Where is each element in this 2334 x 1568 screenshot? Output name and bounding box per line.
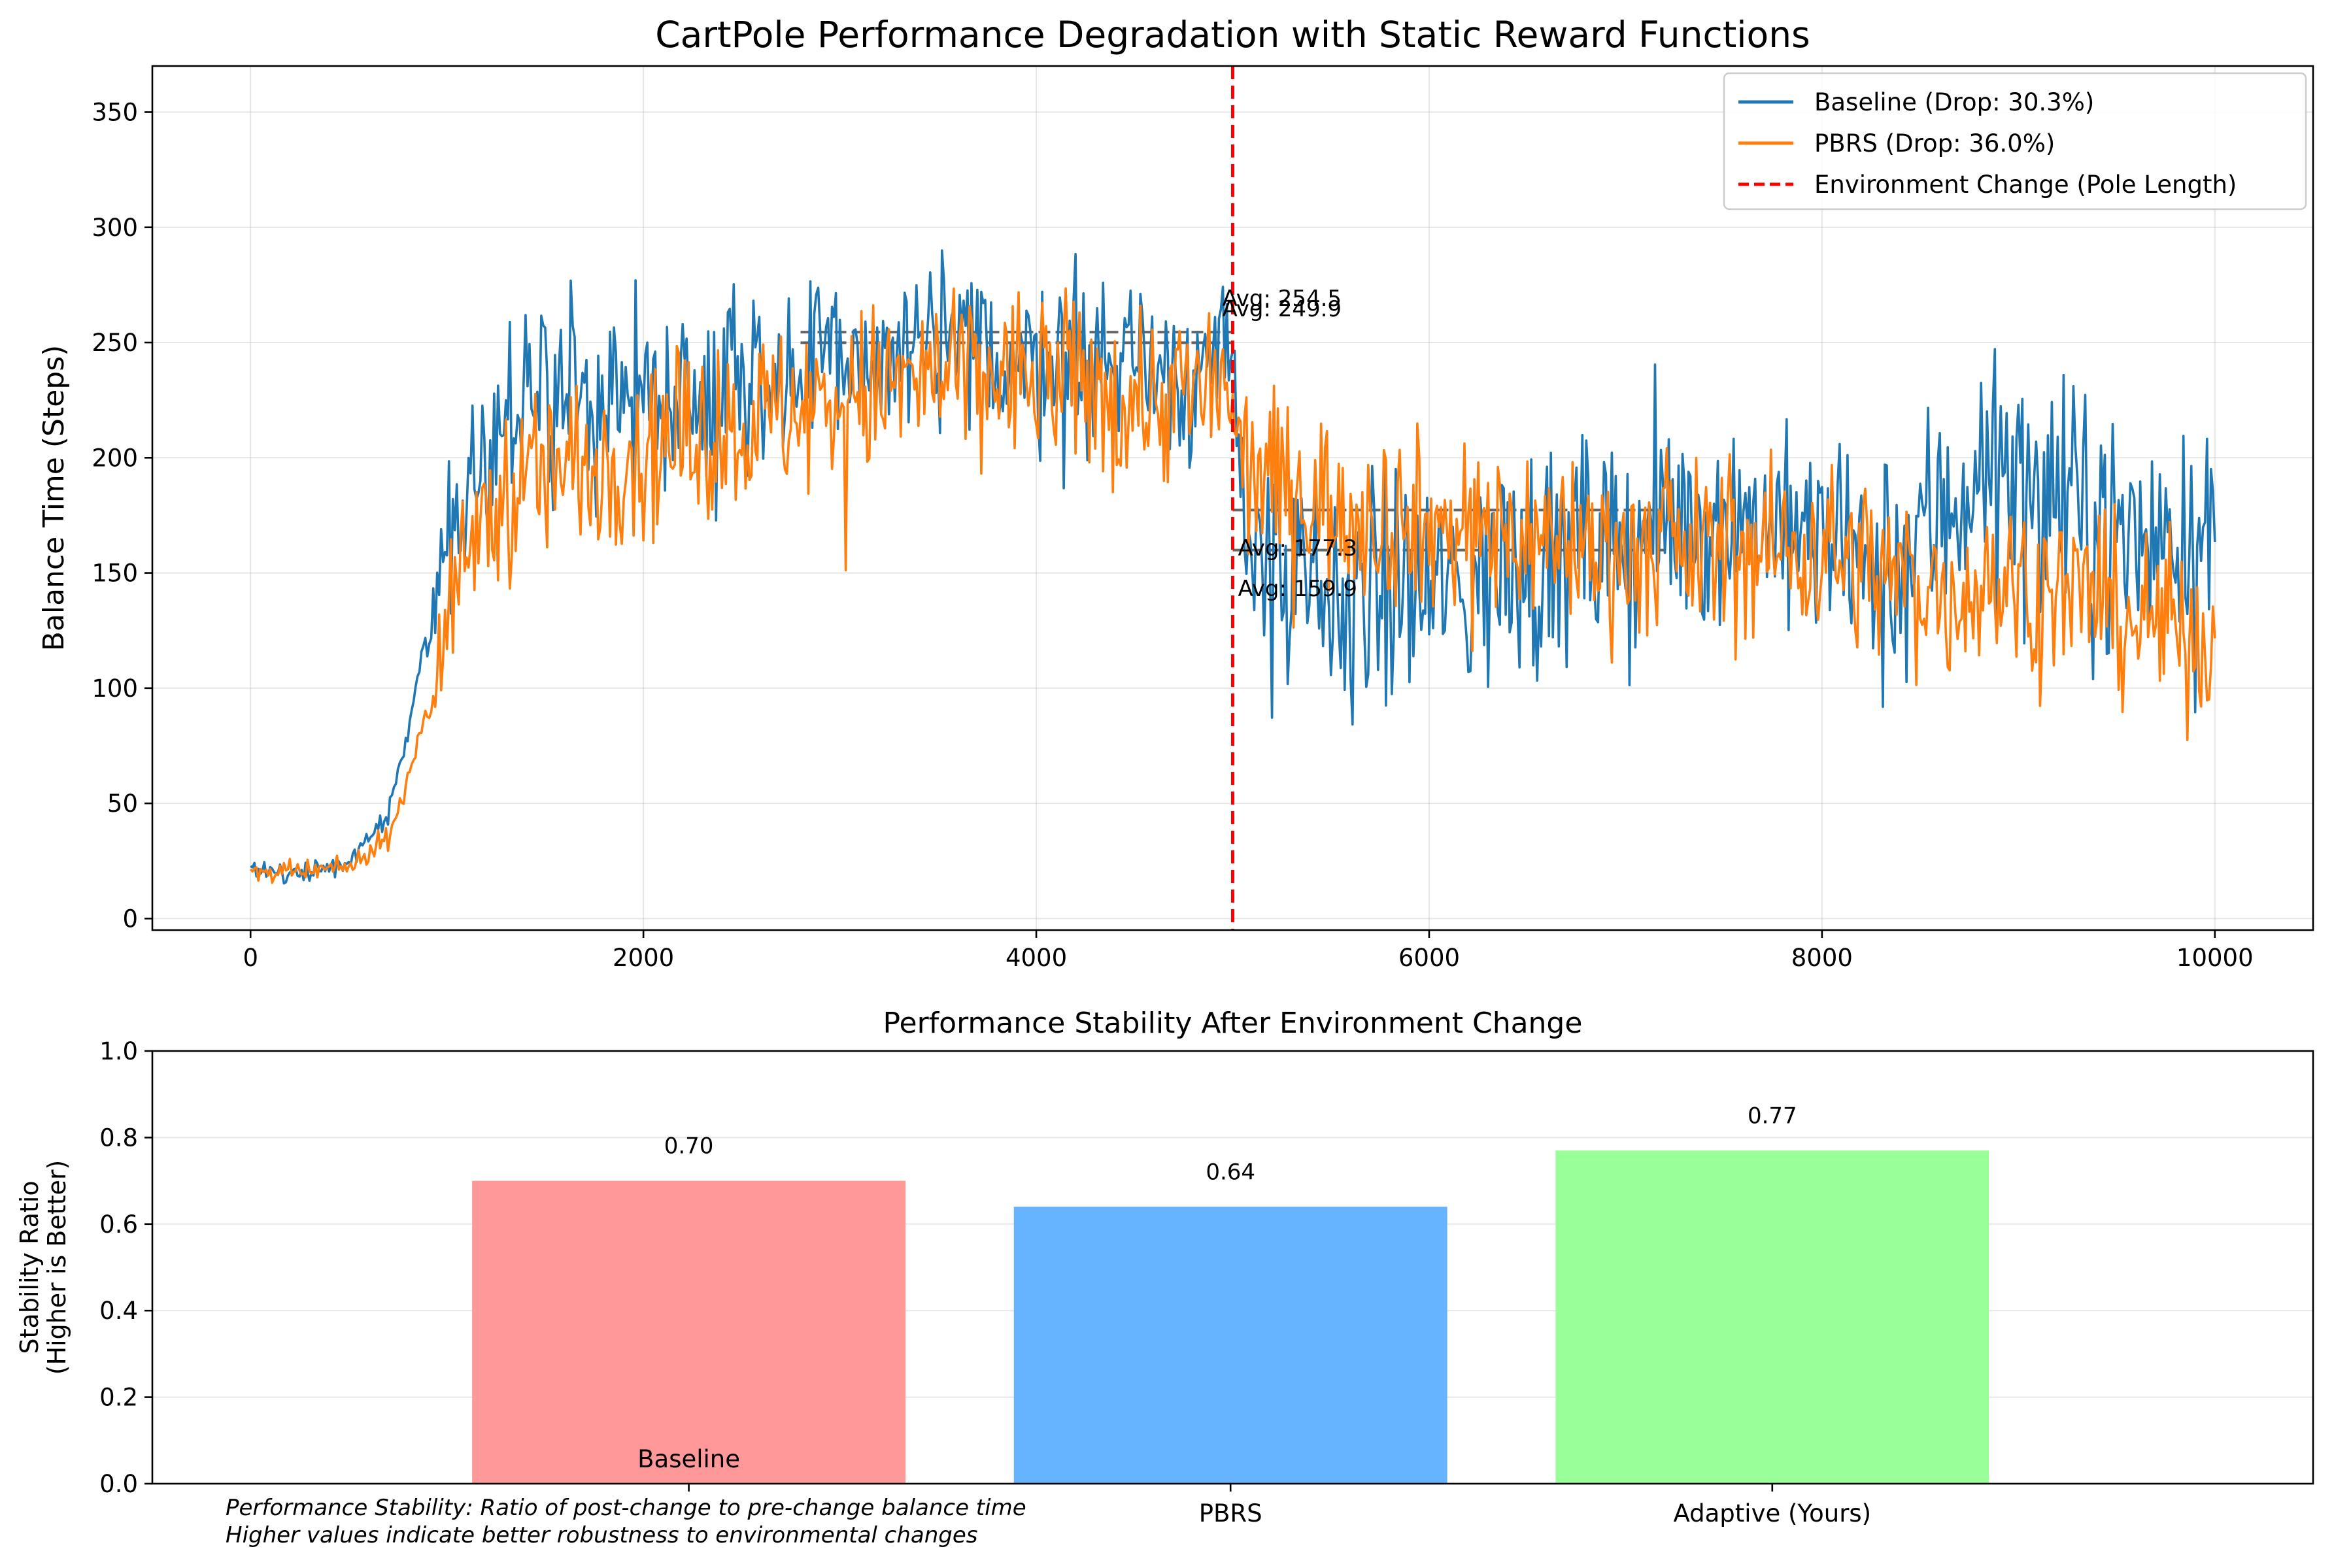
average-annotation: Avg: 254.5	[1223, 286, 1342, 312]
top-line-chart-panel: CartPole Performance Degradation with St…	[37, 14, 2314, 972]
bar-value-label: 0.77	[1748, 1103, 1797, 1129]
top-series-lines	[249, 66, 2216, 930]
top-chart-title: CartPole Performance Degradation with St…	[655, 14, 1810, 56]
bottom-x-tick-label: Adaptive (Yours)	[1673, 1499, 1871, 1527]
legend-box	[1723, 72, 2307, 210]
figure-caption: Performance Stability: Ratio of post-cha…	[226, 1495, 1026, 1548]
average-annotation: Avg: 159.9	[1238, 576, 1358, 602]
top-plot-frame	[151, 65, 2314, 931]
top-x-tick-label: 10000	[2176, 944, 2254, 972]
bottom-plot-frame	[151, 1050, 2314, 1485]
top-y-tick-label: 300	[92, 214, 138, 242]
top-y-tick-label: 250	[92, 329, 138, 357]
bottom-y-tick-label: 0.8	[99, 1124, 138, 1152]
top-x-tick-label: 8000	[1791, 944, 1853, 972]
top-y-tick-label: 350	[92, 99, 138, 127]
top-y-tick-label: 150	[92, 559, 138, 588]
top-y-tick-label: 200	[92, 444, 138, 472]
average-annotation: Avg: 177.3	[1238, 535, 1358, 561]
top-y-tick-label: 100	[92, 675, 138, 703]
legend: Baseline (Drop: 30.3%) PBRS (Drop: 36.0%)…	[1723, 72, 2307, 210]
bottom-y-tick-label: 0.0	[99, 1470, 138, 1498]
bottom-y-tick-label: 0.6	[99, 1210, 138, 1239]
bottom-y-axis-label-line: Stability Ratio	[15, 1180, 44, 1354]
legend-label: Baseline (Drop: 30.3%)	[1814, 88, 2094, 116]
bottom-y-tick-label: 0.2	[99, 1384, 138, 1412]
pbrs-series-line	[249, 287, 2216, 884]
top-x-tick-label: 4000	[1006, 944, 1067, 972]
bottom-y-axis-label-line: (Higher is Better)	[42, 1160, 71, 1375]
legend-label: PBRS (Drop: 36.0%)	[1814, 129, 2055, 158]
top-x-tick-label: 6000	[1398, 944, 1460, 972]
caption-line-1: Performance Stability: Ratio of post-cha…	[226, 1495, 1026, 1521]
stability-bar	[1013, 1207, 1447, 1484]
bar-value-label: 0.64	[1206, 1159, 1255, 1185]
stability-bar	[472, 1180, 906, 1484]
top-x-axis-ticks: 0 2000 4000 6000 8000 10000	[243, 930, 2254, 972]
bottom-x-tick-label: Baseline	[637, 1445, 740, 1473]
bar-value-label: 0.70	[664, 1133, 714, 1159]
bottom-y-axis-label: Stability Ratio(Higher is Better)	[15, 1160, 71, 1375]
bottom-y-tick-label: 0.4	[99, 1297, 138, 1325]
top-x-tick-label: 2000	[613, 944, 674, 972]
caption-line-2: Higher values indicate better robustness…	[226, 1522, 978, 1548]
legend-label: Environment Change (Pole Length)	[1814, 171, 2237, 199]
bottom-bar-chart-panel: Performance Stability After Environment …	[15, 1007, 2314, 1548]
top-y-tick-label: 50	[107, 790, 138, 818]
stability-bar	[1555, 1150, 1989, 1484]
bottom-chart-title: Performance Stability After Environment …	[883, 1007, 1583, 1040]
top-y-axis-ticks: 0 50 100 150 200 250 300 350	[92, 99, 152, 933]
average-annotation: Avg: 249.9	[1223, 296, 1342, 322]
stability-bars	[472, 1150, 1989, 1484]
bottom-x-tick-label: PBRS	[1199, 1499, 1262, 1527]
bottom-y-axis-ticks: 0.0 0.2 0.4 0.6 0.8 1.0	[99, 1037, 152, 1498]
bottom-x-axis-ticks: Baseline PBRS Adaptive (Yours)	[637, 1445, 1871, 1527]
bottom-y-tick-label: 1.0	[99, 1037, 138, 1065]
top-x-tick-label: 0	[243, 944, 258, 972]
bar-value-labels: 0.70 0.64 0.77	[664, 1103, 1797, 1185]
top-y-tick-label: 0	[122, 905, 138, 933]
top-y-axis-label: Balance Time (Steps)	[37, 345, 71, 652]
